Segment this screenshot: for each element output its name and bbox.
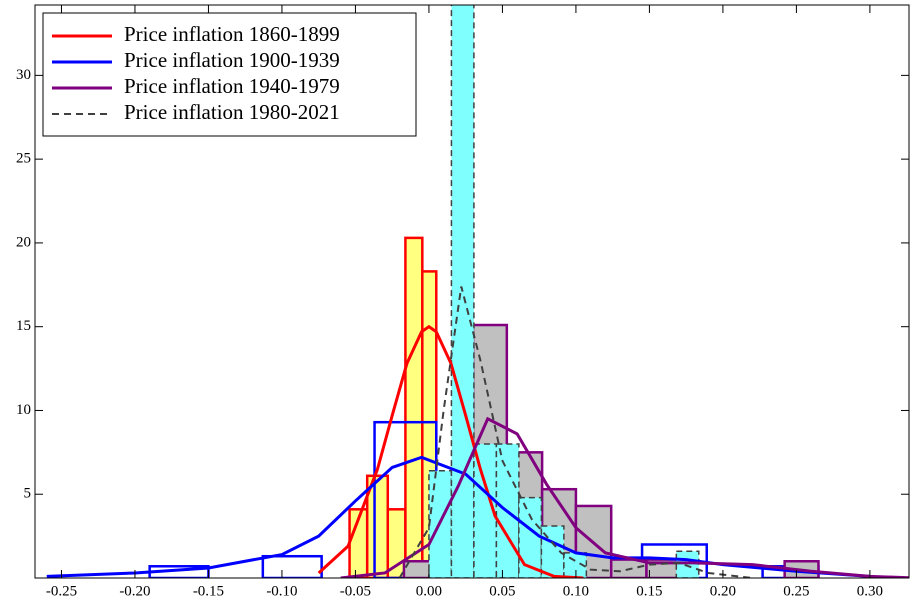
x-tick-label: -0.20 <box>119 583 150 599</box>
y-tick-label: 5 <box>24 486 32 502</box>
legend-label: Price inflation 1860-1899 <box>124 22 340 46</box>
y-tick-label: 10 <box>16 402 31 418</box>
y-tick-label: 25 <box>16 151 31 167</box>
axes: -0.25 -0.20 -0.15 -0.10 -0.05 0.00 0.05 0.10 0.1… <box>16 5 909 599</box>
x-tick-label: -0.10 <box>266 583 297 599</box>
density-curve <box>340 416 909 578</box>
legend-box <box>42 12 417 137</box>
x-tick-label: 0.15 <box>636 583 662 599</box>
curve-layer <box>46 286 909 578</box>
density-curve <box>317 324 584 578</box>
y-tick-label: 30 <box>16 67 31 83</box>
histogram-bar <box>404 236 424 578</box>
density-curve <box>46 455 871 578</box>
y-tick-label: 15 <box>16 318 31 334</box>
x-tick-label: 0.20 <box>710 583 736 599</box>
legend-label: Price inflation 1940-1979 <box>124 74 340 98</box>
histogram-bar <box>473 443 498 578</box>
x-tick-label: 0.30 <box>857 583 883 599</box>
x-tick-label: 0.10 <box>563 583 589 599</box>
density-curve <box>398 286 753 578</box>
legend-label: Price inflation 1900-1939 <box>124 48 340 72</box>
histogram-bar <box>675 550 700 578</box>
plot-frame <box>34 4 910 579</box>
legend-label: Price inflation 1980-2021 <box>124 100 340 124</box>
x-tick-label: 0.05 <box>489 583 515 599</box>
x-tick-label: 0.00 <box>416 583 442 599</box>
x-tick-label: -0.15 <box>193 583 224 599</box>
x-tick-label: -0.05 <box>340 583 371 599</box>
y-tick-label: 20 <box>16 234 31 250</box>
histogram-bar <box>261 554 323 578</box>
x-tick-label: -0.25 <box>46 583 77 599</box>
x-tick-label: 0.25 <box>783 583 809 599</box>
